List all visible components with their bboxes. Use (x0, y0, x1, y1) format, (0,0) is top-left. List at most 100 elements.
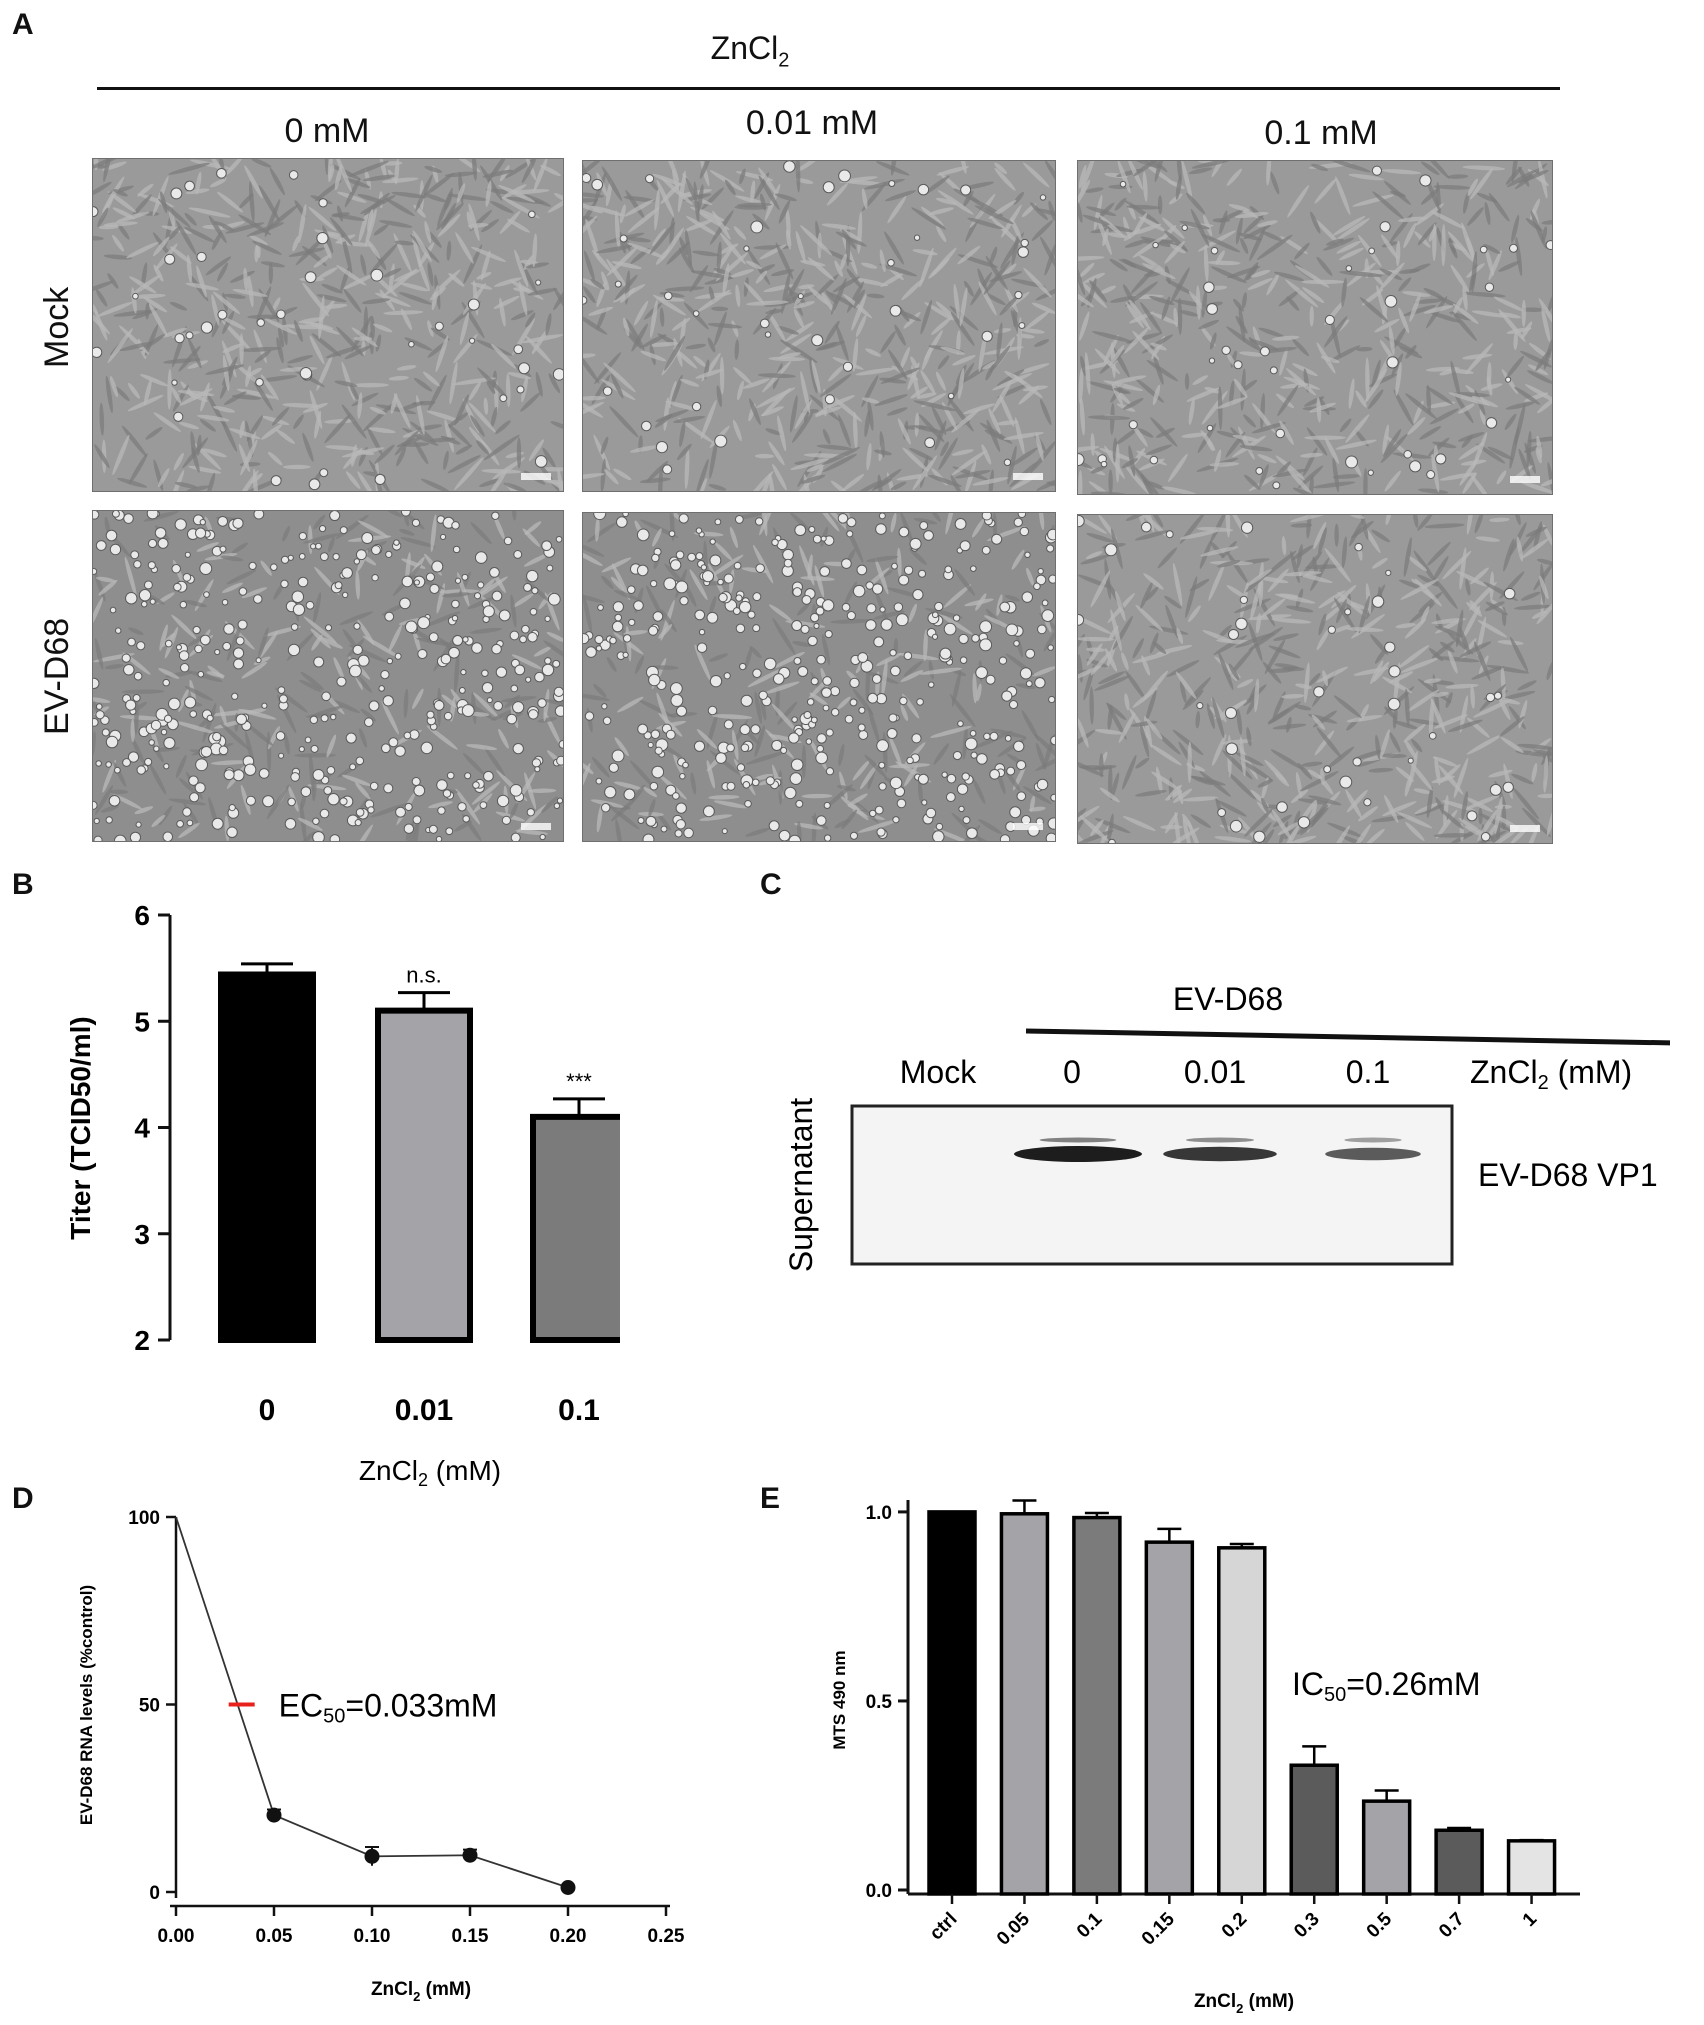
y-tick-label: 3 (134, 1219, 150, 1250)
x-tick-label: 0.00 (158, 1926, 195, 1947)
x-tick-label: 0.25 (648, 1926, 685, 1947)
scale-bar (1510, 825, 1540, 832)
lane-label: 0.1 (1346, 1054, 1390, 1090)
col-label-01mm: 0.1 mM (1264, 114, 1378, 152)
data-point (364, 1848, 380, 1864)
data-point (462, 1847, 478, 1863)
col-label-0mm: 0 mM (284, 112, 370, 150)
x-tick-label: 0.1 (1073, 1908, 1107, 1942)
micrograph-evd68-001mm (582, 512, 1056, 842)
bar (1289, 1763, 1339, 1896)
scale-bar (521, 473, 551, 480)
x-tick-label: 0.20 (550, 1926, 587, 1947)
ic50-label: IC50=0.26mM (1292, 1666, 1481, 1706)
x-tick-label: 0.7 (1435, 1909, 1469, 1943)
significance-label: n.s. (406, 963, 441, 988)
x-tick-label: 0.10 (354, 1926, 391, 1947)
x-tick-label: 0.5 (1363, 1908, 1397, 1942)
x-tick-label: 0.1 (558, 1394, 600, 1427)
bar (530, 1113, 620, 1343)
row-label-mock: Mock (38, 286, 76, 368)
x-tick-label: 0.2 (1218, 1909, 1252, 1943)
y-tick-label: 4 (134, 1113, 150, 1144)
panel-c-letter: C (760, 868, 782, 901)
bar (375, 1007, 473, 1343)
bar (1217, 1546, 1267, 1896)
y-tick-label: 0.0 (866, 1881, 892, 1902)
bar (218, 971, 316, 1343)
panel-e-bar-chart: 0.0 0.5 1.0 ctrl 0.05 0.1 0.15 0.2 0.3 0.5 0.7 1 IC5… (830, 1499, 1580, 2016)
cell-texture (93, 511, 563, 841)
band-label: EV-D68 VP1 (1478, 1157, 1658, 1193)
y-tick-label: 100 (128, 1508, 160, 1529)
blot-group-label: EV-D68 (1173, 981, 1283, 1017)
blot-band (1325, 1147, 1421, 1161)
significance-label: *** (566, 1069, 592, 1094)
blot-row-label: Supernatant (783, 1098, 819, 1272)
scale-bar (1013, 823, 1043, 830)
y-tick-label: 0 (149, 1883, 160, 1904)
data-point (560, 1880, 576, 1895)
panel-b-bar-chart: 2 3 4 5 6 0 0.01 n.s. 0.1 *** Titer (TCID50/ml) ZnC… (65, 900, 620, 1490)
micrograph-mock-0mm (92, 158, 564, 492)
data-point (266, 1807, 282, 1823)
x-tick-label: 0 (259, 1394, 276, 1427)
y-axis-label: EV-D68 RNA levels (%control) (77, 1585, 96, 1825)
panel-c-western-blot: EV-D68 Mock 0 0.01 0.1 ZnCl2 (mM) EV-D68 VP1 Su… (783, 981, 1670, 1272)
y-tick-label: 6 (134, 900, 150, 931)
bar (1072, 1515, 1122, 1896)
bar (927, 1510, 977, 1896)
cell-texture (1078, 515, 1552, 843)
micrograph-evd68-01mm (1077, 514, 1553, 844)
bar (1144, 1540, 1195, 1896)
x-tick-label: 0.15 (452, 1926, 489, 1947)
x-tick-label: 0.15 (1138, 1908, 1179, 1949)
bar (1434, 1828, 1484, 1896)
row-label-evd68: EV-D68 (38, 617, 76, 735)
y-axis-label: Titer (TCID50/ml) (65, 1016, 96, 1240)
lane-label: Mock (900, 1054, 977, 1090)
ec50-label: EC50=0.033mM (279, 1688, 498, 1728)
y-tick-label: 1.0 (866, 1503, 892, 1524)
x-axis-label: ZnCl2 (mM) (359, 1455, 501, 1490)
blot-band-upper (1344, 1137, 1402, 1143)
cell-texture (583, 161, 1055, 491)
bar (1361, 1799, 1412, 1896)
cell-texture (93, 159, 563, 491)
x-tick-label: 0.05 (993, 1908, 1034, 1949)
panel-a-letter: A (12, 8, 34, 41)
x-tick-label: 1 (1519, 1908, 1542, 1931)
blot-band (1163, 1146, 1277, 1162)
x-tick-label: 0.01 (395, 1394, 453, 1427)
blot-group-line (1025, 1028, 1670, 1046)
x-axis-label: ZnCl2 (mM) (371, 1979, 471, 2004)
y-tick-label: 2 (134, 1325, 150, 1356)
col-label-001mm: 0.01 mM (745, 104, 879, 142)
cell-texture (1078, 161, 1552, 494)
y-tick-label: 50 (139, 1696, 160, 1717)
y-axis-label: MTS 490 nm (830, 1650, 849, 1749)
scale-bar (1013, 473, 1043, 480)
micrograph-evd68-0mm (92, 510, 564, 842)
cell-texture (583, 513, 1055, 841)
scale-bar (1510, 476, 1540, 483)
micrograph-mock-001mm (582, 160, 1056, 492)
panel-a-treatment-line (97, 87, 1560, 90)
panel-d-line-chart: 0 50 100 0.00 0.05 0.10 0.15 0.20 0.25 EC50=0.033… (77, 1508, 685, 2004)
lane-label: 0.01 (1184, 1054, 1246, 1090)
x-axis-label: ZnCl2 (mM) (1194, 1991, 1294, 2016)
x-tick-label: 0.05 (256, 1926, 293, 1947)
micrograph-mock-01mm (1077, 160, 1553, 495)
panel-a-treatment-label: ZnCl2 (710, 30, 790, 72)
x-tick-label: 0.3 (1290, 1909, 1324, 1943)
panel-e-letter: E (760, 1482, 781, 1515)
scale-bar (521, 823, 551, 830)
blot-zncl-label: ZnCl2 (mM) (1470, 1054, 1632, 1094)
lane-label: 0 (1063, 1054, 1081, 1090)
bar (1506, 1839, 1557, 1896)
y-tick-label: 0.5 (866, 1692, 893, 1713)
blot-membrane (850, 1104, 1454, 1266)
panel-d-letter: D (12, 1482, 34, 1515)
blot-band-upper (1185, 1137, 1255, 1143)
micrograph-background (93, 159, 563, 491)
